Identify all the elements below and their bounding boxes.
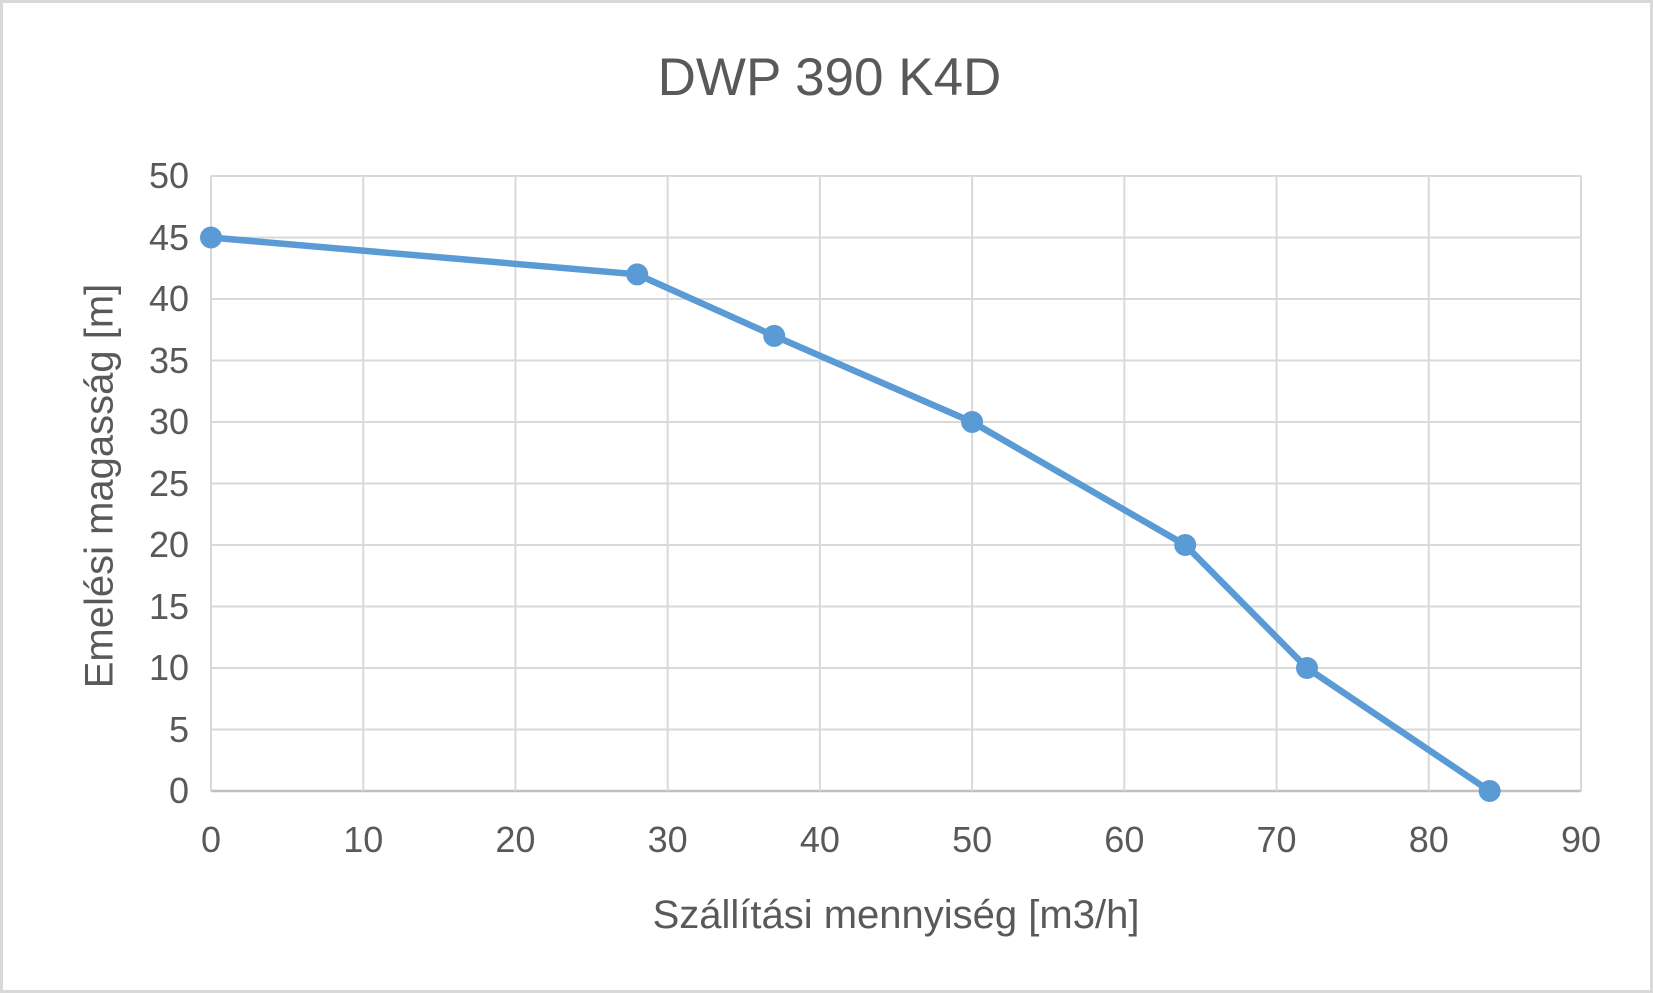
plot-area <box>200 175 1582 802</box>
data-point-marker <box>200 226 222 249</box>
y-tick-label: 25 <box>148 462 189 504</box>
y-tick-label: 30 <box>148 401 189 442</box>
y-tick-label: 50 <box>148 155 189 196</box>
y-tick-label: 10 <box>148 647 189 688</box>
data-point-marker <box>1174 534 1197 556</box>
x-axis-title: Szállítási mennyiség [m3/h] <box>652 893 1140 937</box>
x-tick-label: 20 <box>495 819 536 860</box>
y-tick-label: 15 <box>148 585 189 627</box>
x-tick-label: 70 <box>1256 819 1297 860</box>
x-tick-label: 40 <box>799 819 840 860</box>
x-tick-label: 30 <box>647 819 688 860</box>
data-point-marker <box>1296 657 1318 679</box>
x-tick-label: 90 <box>1560 819 1602 860</box>
plot-svg <box>200 175 1582 802</box>
y-tick-label: 40 <box>148 278 189 319</box>
y-tick-label: 5 <box>168 708 189 750</box>
data-point-marker <box>626 263 649 286</box>
y-tick-label: 20 <box>148 524 189 565</box>
data-point-marker <box>763 324 786 347</box>
data-point-marker <box>961 411 984 433</box>
x-tick-label: 0 <box>200 819 222 860</box>
y-tick-label: 35 <box>148 339 189 381</box>
y-tick-label: 45 <box>148 216 189 258</box>
x-tick-label: 10 <box>343 819 384 860</box>
series-line <box>207 234 1493 795</box>
chart-title: DWP 390 K4D <box>657 48 1002 107</box>
x-tick-label: 80 <box>1408 819 1449 860</box>
y-tick-label: 0 <box>168 770 189 811</box>
data-point-marker <box>1478 780 1501 802</box>
x-tick-label: 60 <box>1104 819 1145 860</box>
x-tick-label: 50 <box>952 819 993 860</box>
